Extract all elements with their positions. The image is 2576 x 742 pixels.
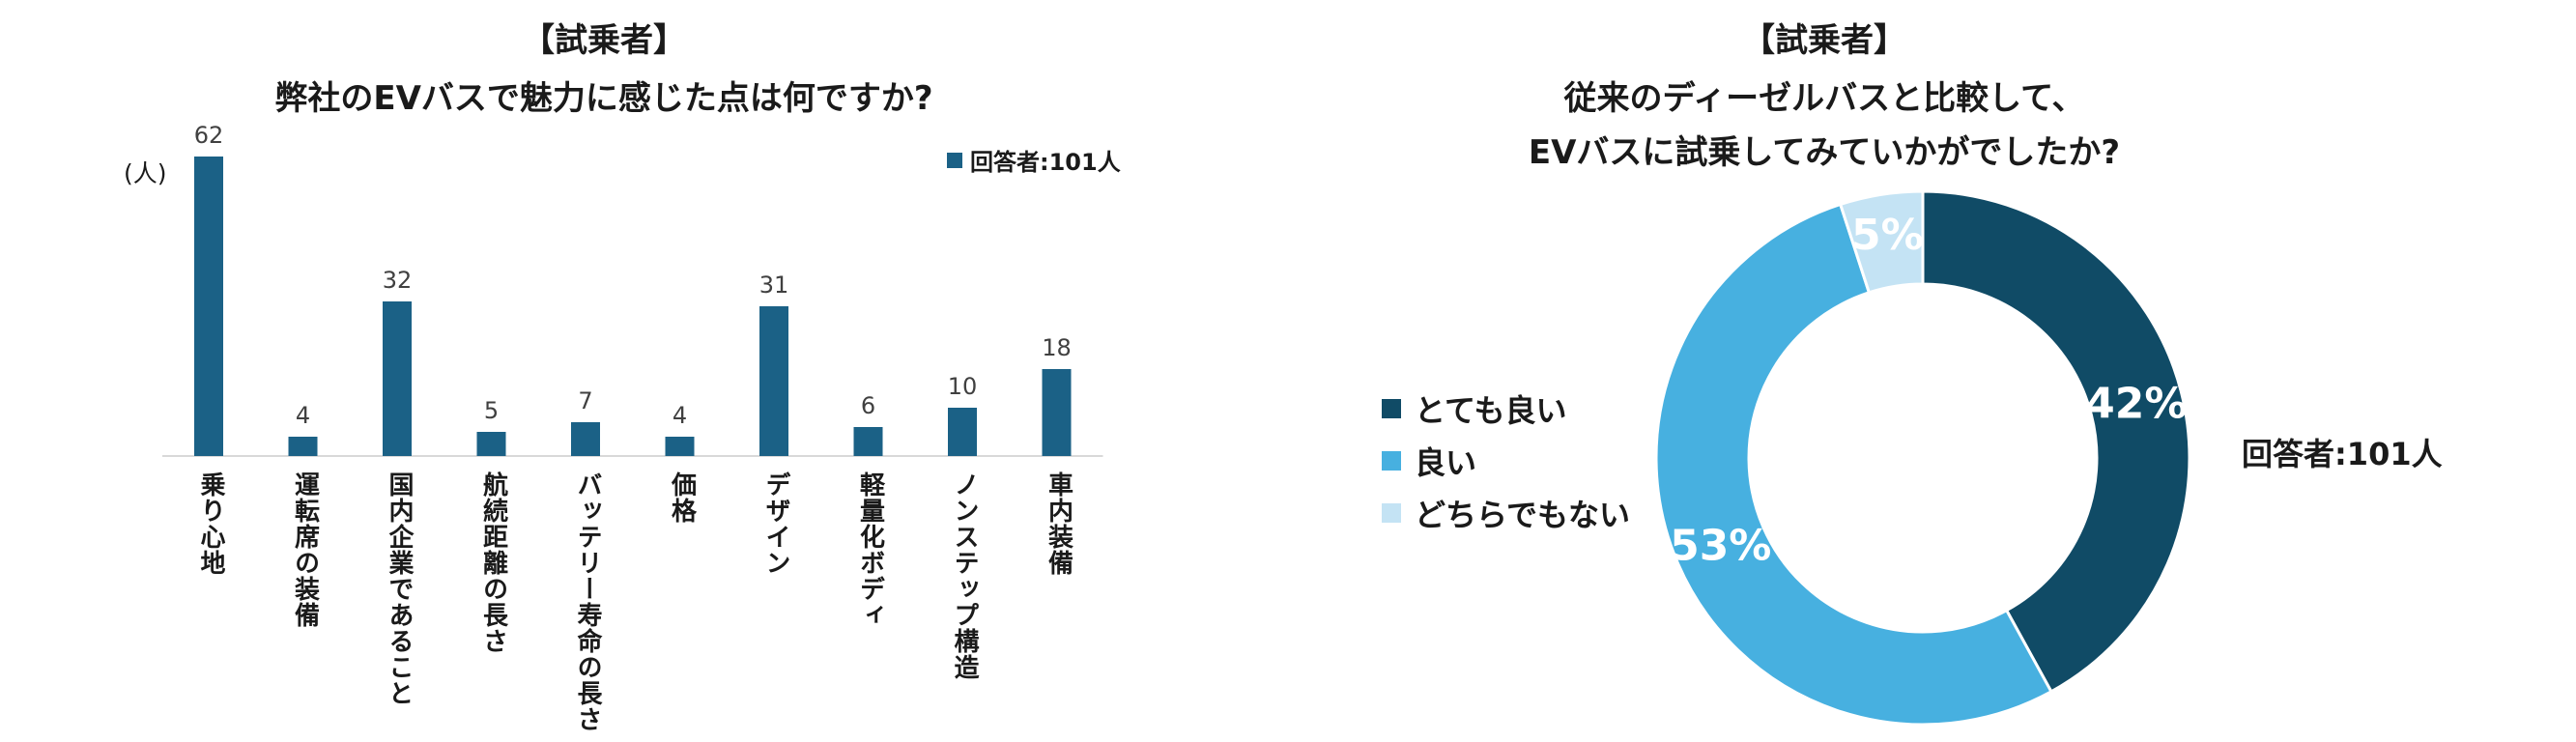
bar-value-label: 32 [383, 267, 413, 294]
legend-swatch [947, 152, 962, 168]
legend-label-neutral: どちらでもない [1415, 497, 1631, 533]
donut-slice [1921, 189, 2191, 694]
donut-chart-subtitle-line-2: EVバスに試乗してみていかがでしたか? [1528, 133, 2121, 172]
bar-value-label: 4 [673, 402, 687, 429]
category-label: 運転席の装備 [290, 471, 320, 628]
donut-slice-label: 5% [1851, 211, 1924, 260]
category-label: デザイン [761, 471, 790, 576]
y-axis-unit-label: (人) [124, 159, 167, 187]
legend-item-neutral: どちらでもない [1382, 491, 1630, 535]
bar [1042, 369, 1072, 456]
category-label: 航続距離の長さ [478, 471, 508, 654]
legend-swatch-neutral [1382, 503, 1401, 523]
bar-value-label: 6 [861, 392, 875, 419]
bar [194, 157, 223, 456]
legend-item-very-good: とても良い [1382, 386, 1566, 431]
category-label: 乗り心地 [196, 471, 225, 576]
category-label: 国内企業であること [385, 471, 414, 706]
donut-chart-svg: 42% 53% 5% [1654, 189, 2191, 727]
category-label: 軽量化ボディ [855, 471, 885, 628]
bar [383, 301, 412, 456]
bar [759, 306, 788, 456]
category-label: 車内装備 [1044, 471, 1073, 576]
bar [853, 427, 883, 456]
bar-value-label: 18 [1042, 334, 1072, 361]
bar [665, 437, 695, 456]
bar-value-label: 4 [296, 402, 310, 429]
donut-slice [1654, 202, 2054, 727]
category-label: バッテリー寿命の長さ [573, 471, 602, 732]
bar [476, 432, 506, 456]
bar-chart-subtitle: 弊社のEVバスで魅力に感じた点は何ですか? [274, 79, 933, 118]
bar [948, 408, 977, 456]
donut-chart-title: 【試乗者】 [1742, 21, 1906, 60]
bar [288, 437, 318, 456]
legend-label-very-good: とても良い [1415, 392, 1567, 429]
bar-value-label: 7 [578, 387, 592, 414]
respondent-count-note: 回答者:101人 [2242, 436, 2443, 472]
legend-swatch-good [1382, 451, 1401, 471]
bar-chart-svg: 62 4 32 5 7 4 31 6 10 18 [162, 122, 1103, 457]
bar [571, 422, 600, 456]
legend-item-good: 良い [1382, 439, 1476, 483]
bar-chart-title: 【試乗者】 [522, 21, 686, 60]
donut-chart-panel: 【試乗者】 従来のディーゼルバスと比較して、 EVバスに試乗してみていかがでした… [1343, 0, 2576, 742]
legend-text: 回答者:101人 [970, 149, 1121, 176]
category-label: 価格 [667, 471, 697, 524]
bar-value-label: 10 [948, 373, 978, 400]
donut-chart-subtitle-line-1: 従来のディーゼルバスと比較して、 [1563, 79, 2085, 118]
legend-label-good: 良い [1415, 444, 1477, 481]
bar-chart-legend: 回答者:101人 [947, 143, 1121, 177]
donut-slice [1838, 189, 1925, 295]
bar-value-label: 31 [759, 271, 789, 299]
donut-slice-label: 53% [1670, 522, 1771, 571]
bar-chart-panel: 【試乗者】 弊社のEVバスで魅力に感じた点は何ですか? (人) 回答者:101人… [0, 0, 1188, 742]
bar-value-label: 62 [194, 122, 224, 149]
legend-swatch-very-good [1382, 399, 1401, 418]
bar-value-label: 5 [484, 397, 499, 424]
donut-slice-label: 42% [2085, 379, 2187, 428]
category-label: ノンステップ構造 [950, 471, 979, 680]
